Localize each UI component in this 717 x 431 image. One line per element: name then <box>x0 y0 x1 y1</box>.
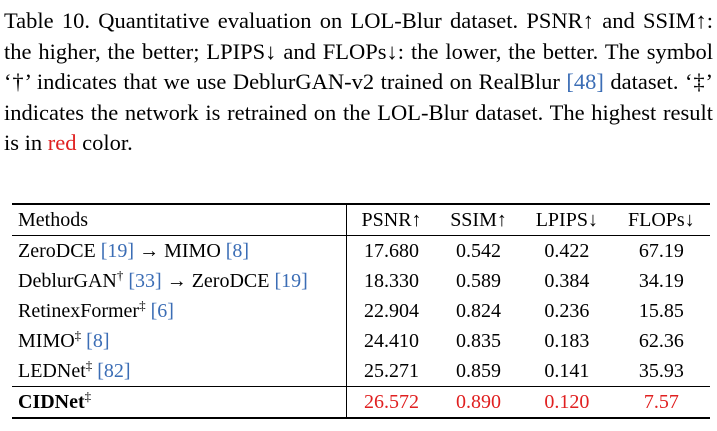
table-row-best: CIDNet‡ 26.572 0.890 0.120 7.57 <box>12 386 710 418</box>
ssim-value: 0.542 <box>456 239 502 262</box>
double-dagger-marker: ‡ <box>85 356 93 372</box>
dagger-marker: † <box>116 266 124 282</box>
lpips-value: 0.141 <box>544 359 590 382</box>
citation-link[interactable]: [6] <box>150 299 174 322</box>
header-lpips: LPIPS↓ <box>535 208 598 231</box>
ssim-value: 0.824 <box>456 299 502 322</box>
table-row: MIMO‡ [8] 24.410 0.835 0.183 62.36 <box>12 326 710 356</box>
method-cell: RetinexFormer‡ [6] <box>12 296 347 326</box>
method-name: LEDNet <box>18 359 86 382</box>
method-name: ZeroDCE <box>18 239 101 262</box>
caption-highlight: red <box>47 130 77 155</box>
method-name: RetinexFormer <box>18 299 140 322</box>
method-name: → ZeroDCE <box>161 269 275 292</box>
ssim-value: 0.589 <box>456 269 502 292</box>
table-row: DeblurGAN† [33] → ZeroDCE [19] 18.330 0.… <box>12 266 710 296</box>
method-cell: CIDNet‡ <box>12 386 347 418</box>
method-name: → MIMO <box>134 239 226 262</box>
flops-value: 67.19 <box>638 239 684 262</box>
method-cell: MIMO‡ [8] <box>12 326 347 356</box>
caption-text: Table 10. Quantitative evaluation on LOL… <box>4 8 713 94</box>
header-psnr: PSNR↑ <box>361 208 422 231</box>
method-cell: ZeroDCE [19] → MIMO [8] <box>12 235 347 266</box>
double-dagger-marker: ‡ <box>84 387 92 403</box>
method-cell: LEDNet‡ [82] <box>12 356 347 387</box>
flops-value: 7.57 <box>643 390 679 413</box>
citation-link[interactable]: [8] <box>86 329 110 352</box>
flops-value: 15.85 <box>638 299 684 322</box>
psnr-value: 17.680 <box>364 239 420 262</box>
ssim-value: 0.890 <box>456 390 502 413</box>
table-row: ZeroDCE [19] → MIMO [8] 17.680 0.542 0.4… <box>12 235 710 266</box>
header-methods: Methods <box>12 204 347 236</box>
lpips-value: 0.422 <box>544 239 590 262</box>
method-cell: DeblurGAN† [33] → ZeroDCE [19] <box>12 266 347 296</box>
table-row: LEDNet‡ [82] 25.271 0.859 0.141 35.93 <box>12 356 710 387</box>
citation-link[interactable]: [48] <box>566 69 604 94</box>
citation-link[interactable]: [19] <box>274 269 308 292</box>
table-header-row: Methods PSNR↑ SSIM↑ LPIPS↓ FLOPs↓ <box>12 204 710 236</box>
citation-link[interactable]: [33] <box>128 269 162 292</box>
psnr-value: 22.904 <box>364 299 420 322</box>
lpips-value: 0.183 <box>544 329 590 352</box>
table-caption: Table 10. Quantitative evaluation on LOL… <box>4 6 713 159</box>
caption-text: dataset. ‘‡’ indicates the network is re… <box>4 69 713 155</box>
psnr-value: 18.330 <box>364 269 420 292</box>
citation-link[interactable]: [8] <box>225 239 250 262</box>
method-name: CIDNet <box>18 390 85 413</box>
flops-value: 35.93 <box>638 359 684 382</box>
citation-link[interactable]: [82] <box>97 359 131 382</box>
ssim-value: 0.835 <box>456 329 502 352</box>
header-ssim: SSIM↑ <box>450 208 507 231</box>
lpips-value: 0.384 <box>544 269 590 292</box>
lpips-value: 0.236 <box>544 299 590 322</box>
citation-link[interactable]: [19] <box>100 239 135 262</box>
double-dagger-marker: ‡ <box>74 326 82 342</box>
ssim-value: 0.859 <box>456 359 502 382</box>
flops-value: 34.19 <box>638 269 684 292</box>
method-name: MIMO <box>18 329 75 352</box>
method-name: DeblurGAN <box>18 269 117 292</box>
results-table: Methods PSNR↑ SSIM↑ LPIPS↓ FLOPs↓ ZeroDC… <box>12 203 710 419</box>
flops-value: 62.36 <box>638 329 684 352</box>
double-dagger-marker: ‡ <box>139 296 146 312</box>
psnr-value: 24.410 <box>364 329 420 352</box>
lpips-value: 0.120 <box>544 390 590 413</box>
caption-text: color. <box>76 130 133 155</box>
psnr-value: 26.572 <box>364 390 420 413</box>
header-flops: FLOPs↓ <box>628 208 695 231</box>
psnr-value: 25.271 <box>364 359 420 382</box>
table-row: RetinexFormer‡ [6] 22.904 0.824 0.236 15… <box>12 296 710 326</box>
